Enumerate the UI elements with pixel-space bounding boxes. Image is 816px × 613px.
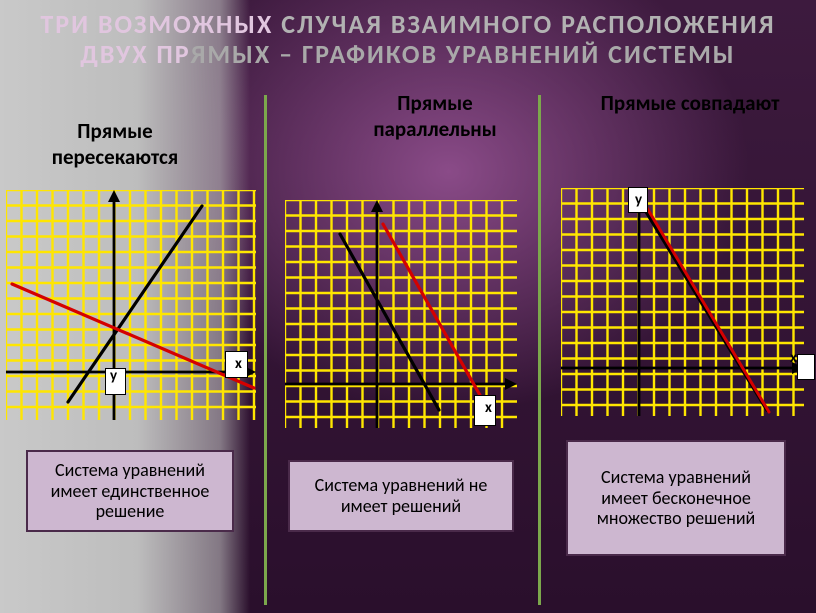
y-axis-label: у <box>110 367 117 385</box>
title-line1b: СЛУЧАЯ ВЗАИМНОГО РАСПОЛОЖЕНИЯ <box>281 8 775 40</box>
graph-panel: х <box>285 200 517 428</box>
caption-box: Система уравнений имеет единственное реш… <box>26 450 234 532</box>
graph-svg <box>561 188 804 416</box>
title-line1a: ТРИ ВОЗМОЖНЫХ <box>40 8 281 40</box>
column-subtitle: Прямые параллельны <box>345 90 525 143</box>
column-divider <box>538 95 541 605</box>
column-divider <box>264 95 267 605</box>
graph-panel: ух <box>6 190 256 420</box>
x-label-box <box>797 354 815 380</box>
column-subtitle: Прямые пересекаются <box>25 118 205 171</box>
graph-panel: ух <box>561 188 804 416</box>
title-line2b: ЯМЫХ – ГРАФИКОВ УРАВНЕНИЙ СИСТЕМЫ <box>190 38 735 70</box>
caption-box: Система уравнений имеет бесконечное множ… <box>566 440 786 556</box>
x-axis-label: х <box>790 349 797 367</box>
y-axis-label: у <box>635 191 642 209</box>
graph-svg <box>285 200 517 428</box>
x-axis-label: х <box>235 355 242 373</box>
caption-box: Система уравнений не имеет решений <box>288 460 514 532</box>
graph-svg <box>6 190 256 420</box>
title-line2a: ДВУХ ПР <box>80 38 190 70</box>
column-subtitle: Прямые совпадают <box>600 90 780 116</box>
x-axis-label: х <box>485 399 492 417</box>
page-title: ТРИ ВОЗМОЖНЫХ СЛУЧАЯ ВЗАИМНОГО РАСПОЛОЖЕ… <box>0 10 816 70</box>
